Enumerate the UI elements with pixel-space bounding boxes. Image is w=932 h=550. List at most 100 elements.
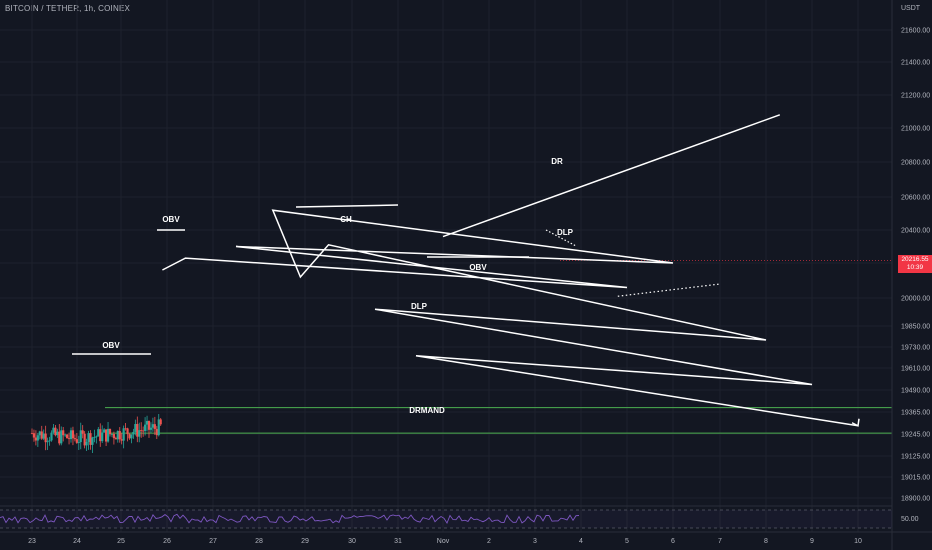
y-tick-label: 21000.00 bbox=[901, 126, 930, 133]
candle-body bbox=[120, 439, 123, 441]
candle-body bbox=[83, 433, 86, 446]
rsi-value-label: 50.00 bbox=[901, 516, 919, 523]
x-tick-label: 29 bbox=[301, 538, 309, 545]
x-tick-label: 7 bbox=[718, 538, 722, 545]
x-tick-label: 8 bbox=[764, 538, 768, 545]
candle-body bbox=[34, 437, 37, 441]
candle-body bbox=[118, 431, 121, 440]
candle-body bbox=[122, 428, 125, 441]
dlp-small-line bbox=[545, 229, 577, 247]
candle-body bbox=[85, 441, 88, 446]
candle-body bbox=[52, 427, 55, 433]
candle-body bbox=[138, 430, 141, 437]
candle-body bbox=[77, 442, 80, 443]
candle-body bbox=[50, 432, 53, 441]
x-tick-label: 4 bbox=[579, 538, 583, 545]
label-demand: DRMAND bbox=[409, 406, 445, 415]
candle-body bbox=[97, 429, 100, 437]
candle-body bbox=[60, 430, 63, 444]
label-obv-2: OBV bbox=[102, 341, 120, 350]
candle-body bbox=[95, 436, 98, 438]
candle-body bbox=[147, 421, 151, 430]
symbol-header: BITCOIN / TETHER, 1h, COINEX bbox=[5, 4, 131, 13]
candle-body bbox=[130, 434, 133, 439]
candle-body bbox=[99, 429, 102, 442]
candle-body bbox=[40, 431, 43, 439]
y-tick-label: 21400.00 bbox=[901, 60, 930, 67]
candle-body bbox=[116, 431, 119, 440]
y-tick-label: 19365.00 bbox=[901, 410, 930, 417]
candle-body bbox=[124, 428, 127, 430]
candle-body bbox=[81, 430, 84, 434]
label-dr: DR bbox=[551, 157, 563, 166]
candle-body bbox=[54, 427, 57, 436]
projection-arrowhead bbox=[851, 418, 860, 427]
dr-resistance-line bbox=[442, 114, 781, 238]
candle-body bbox=[142, 430, 145, 432]
label-dlp-small: DLP bbox=[557, 228, 574, 237]
x-tick-label: 31 bbox=[394, 538, 402, 545]
label-obv-1: OBV bbox=[162, 215, 180, 224]
candle-body bbox=[67, 438, 71, 440]
x-tick-label: 6 bbox=[671, 538, 675, 545]
candle-body bbox=[132, 431, 135, 435]
candle-body bbox=[48, 440, 51, 442]
candle-body bbox=[91, 437, 94, 445]
candle-body bbox=[64, 434, 67, 436]
candle-body bbox=[38, 431, 41, 436]
candle-body bbox=[44, 433, 47, 443]
x-tick-label: 25 bbox=[117, 538, 125, 545]
candle-body bbox=[110, 434, 114, 435]
y-tick-label: 19490.00 bbox=[901, 388, 930, 395]
x-tick-label: 5 bbox=[625, 538, 629, 545]
x-tick-label: 27 bbox=[209, 538, 217, 545]
x-tick-label: 10 bbox=[854, 538, 862, 545]
x-tick-label: 23 bbox=[28, 538, 36, 545]
x-tick-label: 9 bbox=[810, 538, 814, 545]
candle-body bbox=[155, 428, 158, 436]
candle-body bbox=[42, 433, 45, 439]
candle-body bbox=[134, 423, 137, 432]
x-tick-label: 24 bbox=[73, 538, 81, 545]
projection-path bbox=[162, 209, 859, 427]
candle-body bbox=[56, 431, 59, 436]
candle-body bbox=[71, 430, 75, 439]
ch-line bbox=[295, 204, 399, 208]
candle-body bbox=[114, 438, 117, 440]
candle-body bbox=[106, 428, 110, 442]
y-tick-label: 19850.00 bbox=[901, 324, 930, 331]
candle-body bbox=[46, 441, 49, 443]
x-tick-label: 2 bbox=[487, 538, 491, 545]
y-tick-label: 21600.00 bbox=[901, 28, 930, 35]
last-price-tag: 20216.55 10:39 bbox=[898, 255, 932, 273]
candle-body bbox=[69, 430, 73, 440]
y-tick-label: 20400.00 bbox=[901, 228, 930, 235]
candle-body bbox=[128, 434, 131, 439]
y-tick-label: 19730.00 bbox=[901, 345, 930, 352]
candle-body bbox=[62, 430, 65, 436]
y-tick-label: 20800.00 bbox=[901, 160, 930, 167]
y-tick-label: 20000.00 bbox=[901, 296, 930, 303]
candle-body bbox=[73, 438, 76, 440]
candle-body bbox=[87, 433, 90, 442]
candle-body bbox=[136, 423, 139, 437]
candle-body bbox=[101, 432, 104, 442]
candle-body bbox=[89, 433, 92, 445]
candles-group bbox=[30, 413, 162, 454]
candle-body bbox=[66, 434, 69, 439]
candle-body bbox=[126, 428, 129, 435]
candle-body bbox=[32, 433, 36, 438]
candle-body bbox=[145, 421, 149, 425]
rsi-line bbox=[0, 513, 580, 524]
rsi-band bbox=[0, 510, 892, 528]
candle-countdown: 10:39 bbox=[906, 264, 924, 271]
x-tick-label: 3 bbox=[533, 538, 537, 545]
x-tick-label: 28 bbox=[255, 538, 263, 545]
candle-body bbox=[79, 430, 82, 443]
candle-body bbox=[75, 439, 78, 443]
y-tick-label: 19015.00 bbox=[901, 475, 930, 482]
candle-body bbox=[159, 419, 162, 425]
candle-body bbox=[144, 424, 147, 432]
y-tick-label: 18900.00 bbox=[901, 496, 930, 503]
